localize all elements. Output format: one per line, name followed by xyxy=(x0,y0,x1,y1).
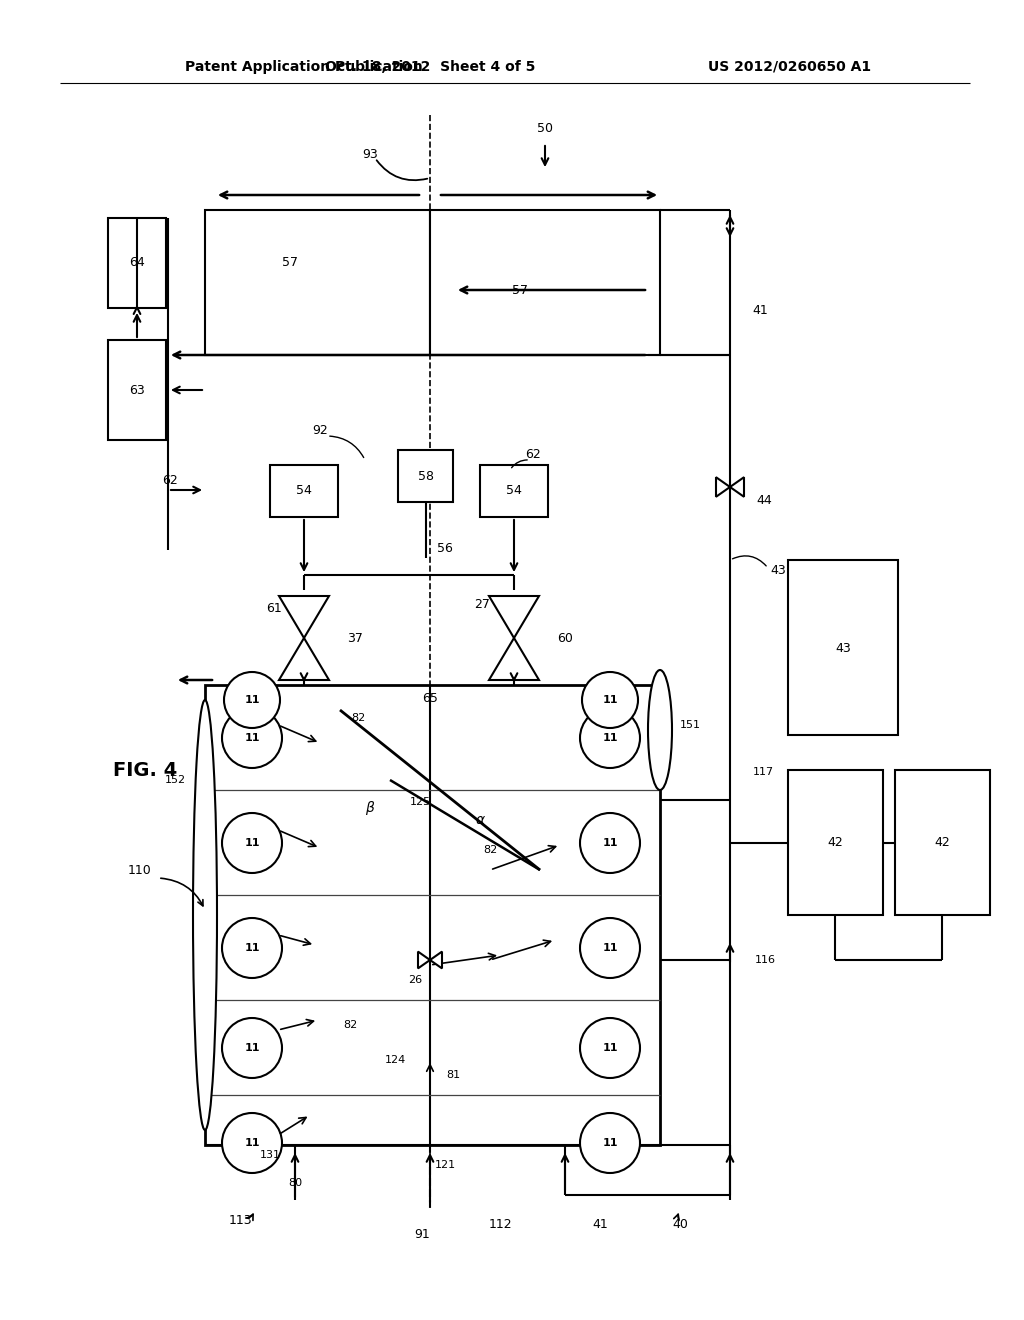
Text: $\alpha$: $\alpha$ xyxy=(474,813,485,828)
Text: 116: 116 xyxy=(755,954,776,965)
Polygon shape xyxy=(418,952,442,969)
Ellipse shape xyxy=(648,671,672,789)
Text: 152: 152 xyxy=(165,775,185,785)
Polygon shape xyxy=(489,597,539,638)
Text: 151: 151 xyxy=(680,719,701,730)
Bar xyxy=(205,210,430,355)
Text: 11: 11 xyxy=(602,696,617,705)
Text: 42: 42 xyxy=(934,837,950,850)
Text: 58: 58 xyxy=(418,470,434,483)
Text: 54: 54 xyxy=(506,484,522,498)
Text: 81: 81 xyxy=(445,1071,460,1080)
Text: 64: 64 xyxy=(129,256,144,269)
Polygon shape xyxy=(716,478,744,496)
Text: Patent Application Publication: Patent Application Publication xyxy=(185,59,423,74)
Circle shape xyxy=(222,1018,282,1078)
Circle shape xyxy=(222,1113,282,1173)
Bar xyxy=(430,210,660,355)
Text: 82: 82 xyxy=(343,1020,357,1030)
Text: 91: 91 xyxy=(414,1229,430,1242)
Bar xyxy=(108,218,166,308)
Text: 26: 26 xyxy=(408,975,422,985)
Text: 57: 57 xyxy=(512,284,528,297)
Text: 44: 44 xyxy=(756,494,772,507)
Text: 41: 41 xyxy=(752,304,768,317)
Text: 61: 61 xyxy=(266,602,282,615)
Circle shape xyxy=(224,672,280,729)
Bar xyxy=(895,770,990,915)
Text: 43: 43 xyxy=(836,642,851,655)
Text: 50: 50 xyxy=(537,121,553,135)
Text: 37: 37 xyxy=(347,631,362,644)
Polygon shape xyxy=(279,597,329,638)
Circle shape xyxy=(580,917,640,978)
Circle shape xyxy=(580,1113,640,1173)
Text: 40: 40 xyxy=(672,1218,688,1232)
Circle shape xyxy=(222,708,282,768)
Text: 92: 92 xyxy=(312,424,328,437)
Circle shape xyxy=(582,672,638,729)
Text: 43: 43 xyxy=(770,564,785,577)
Text: 125: 125 xyxy=(410,797,430,807)
Text: 62: 62 xyxy=(525,449,541,462)
Text: 11: 11 xyxy=(245,696,260,705)
Text: 54: 54 xyxy=(296,484,312,498)
Circle shape xyxy=(222,917,282,978)
Text: 42: 42 xyxy=(827,837,843,850)
Bar xyxy=(205,685,660,1144)
Text: 82: 82 xyxy=(483,845,497,855)
Bar xyxy=(270,465,338,517)
Text: 41: 41 xyxy=(592,1218,608,1232)
Text: 11: 11 xyxy=(245,838,260,847)
Bar xyxy=(398,450,453,502)
Text: 113: 113 xyxy=(228,1213,252,1226)
Circle shape xyxy=(580,708,640,768)
Text: 131: 131 xyxy=(259,1150,281,1160)
Text: 57: 57 xyxy=(282,256,298,268)
Circle shape xyxy=(580,813,640,873)
Text: 27: 27 xyxy=(474,598,489,611)
Text: 11: 11 xyxy=(245,942,260,953)
Text: 117: 117 xyxy=(753,767,774,777)
Text: $\beta$: $\beta$ xyxy=(365,799,375,817)
Text: 63: 63 xyxy=(129,384,144,396)
Text: 124: 124 xyxy=(384,1055,406,1065)
Text: 11: 11 xyxy=(602,1043,617,1053)
Text: 110: 110 xyxy=(128,863,152,876)
Text: 82: 82 xyxy=(351,713,366,723)
Text: 11: 11 xyxy=(245,1043,260,1053)
Polygon shape xyxy=(279,638,329,680)
Text: 56: 56 xyxy=(437,541,453,554)
Bar xyxy=(788,770,883,915)
Text: 11: 11 xyxy=(602,838,617,847)
Text: 11: 11 xyxy=(602,733,617,743)
Bar xyxy=(108,341,166,440)
Text: 11: 11 xyxy=(602,942,617,953)
Text: 112: 112 xyxy=(488,1218,512,1232)
Text: 65: 65 xyxy=(422,692,438,705)
Text: 11: 11 xyxy=(245,1138,260,1148)
Polygon shape xyxy=(489,638,539,680)
Circle shape xyxy=(580,1018,640,1078)
Text: FIG. 4: FIG. 4 xyxy=(113,760,177,780)
Text: 11: 11 xyxy=(602,1138,617,1148)
Circle shape xyxy=(222,813,282,873)
Ellipse shape xyxy=(193,700,217,1130)
Text: 93: 93 xyxy=(362,149,378,161)
Text: Oct. 18, 2012  Sheet 4 of 5: Oct. 18, 2012 Sheet 4 of 5 xyxy=(325,59,536,74)
Bar xyxy=(480,465,548,517)
Bar xyxy=(788,560,898,735)
Text: 60: 60 xyxy=(557,631,573,644)
Text: 62: 62 xyxy=(162,474,178,487)
Text: 11: 11 xyxy=(245,733,260,743)
Text: 121: 121 xyxy=(434,1160,456,1170)
Text: 80: 80 xyxy=(288,1177,302,1188)
Text: US 2012/0260650 A1: US 2012/0260650 A1 xyxy=(709,59,871,74)
